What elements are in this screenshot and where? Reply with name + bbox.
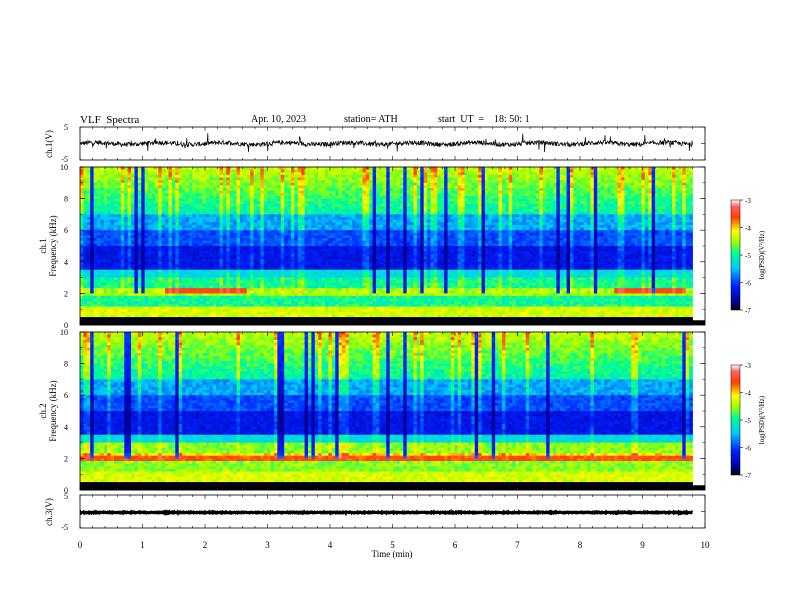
ch1-waveform-panel: 5 -5 ch.1(V) [44,123,706,164]
x-axis-tick-labels: 0 1 2 3 4 5 6 7 8 9 10 [78,540,710,550]
x-tick-label: 10 [701,540,711,550]
ch1-spectrogram-cells: 0 2 4 6 8 10 [60,163,705,330]
ch2-spectrogram-cells: 0 2 4 6 8 10 [60,328,705,495]
x-tick-label: 2 [203,540,208,550]
x-tick-label: 6 [453,540,458,550]
ch1-waveform-ylabel: ch.1(V) [44,130,54,158]
x-tick-label: 9 [640,540,645,550]
ch1-ytick-bottom: -5 [61,155,68,164]
x-tick-label: 4 [328,540,333,550]
ch2-colorbar [730,364,741,476]
frequency-tick-label: 10 [60,328,68,337]
frequency-tick-label: 8 [64,360,68,369]
date-label: Apr. 10, 2023 [251,114,306,125]
frequency-tick-label: 4 [64,258,68,267]
ch3-waveform-panel: 5 -5 ch.3(V) [44,492,706,532]
ch1-ytick-top: 5 [64,123,68,132]
frequency-tick-label: 0 [64,321,68,330]
frequency-tick-label: 2 [64,289,68,298]
waveform-line [80,508,694,517]
colorbar-tick-label: -5 [745,252,751,260]
ch3-waveform-ylabel: ch.3(V) [44,498,54,526]
x-tick-label: 0 [78,540,83,550]
colorbar-tick-label: -4 [745,225,751,233]
frequency-tick-label: 8 [64,195,68,204]
colorbar-tick-label: -3 [745,362,751,370]
ch3-ytick-bottom: -5 [61,523,68,532]
frequency-tick-label: 0 [64,486,68,495]
x-axis-label: Time (min) [372,549,413,559]
colorbar-tick-label: -5 [745,417,751,425]
waveform-line [80,133,693,153]
ch2-colorbar-label: log(PSD)(V²/Hz) [758,395,766,444]
colorbar-tick-label: -6 [745,280,751,288]
ch2-spectrogram-ylabel-channel: ch.2 [38,403,48,418]
x-tick-label: 8 [578,540,583,550]
station-label: station= ATH [344,114,398,125]
plot-title: VLF Spectra [80,114,139,126]
ch1-spectrogram-ylabel-frequency: Frequency (kHz) [48,215,58,276]
frequency-tick-label: 6 [64,391,68,400]
ch2-spectrogram-ylabel-frequency: Frequency (kHz) [48,380,58,441]
x-tick-label: 5 [390,540,395,550]
frequency-tick-label: 10 [60,163,68,172]
ch3-ytick-top: 5 [64,492,68,501]
colorbar-tick-label: -7 [745,472,751,480]
colorbar-tick-label: -3 [745,197,751,205]
colorbar-tick-label: -6 [745,445,751,453]
frequency-tick-label: 6 [64,226,68,235]
colorbar-tick-label: -4 [745,390,751,398]
colorbar-tick-label: -7 [745,307,751,315]
x-tick-label: 1 [140,540,145,550]
ch1-colorbar [730,199,741,311]
ch1-spectrogram-ylabel-channel: ch.1 [38,238,48,253]
frequency-tick-label: 2 [64,454,68,463]
x-tick-label: 3 [265,540,270,550]
frequency-tick-label: 4 [64,423,68,432]
start-ut-label: start UT = 18: 50: 1 [438,114,530,125]
ch1-colorbar-label: log(PSD)(V²/Hz) [758,230,766,279]
x-tick-label: 7 [515,540,520,550]
